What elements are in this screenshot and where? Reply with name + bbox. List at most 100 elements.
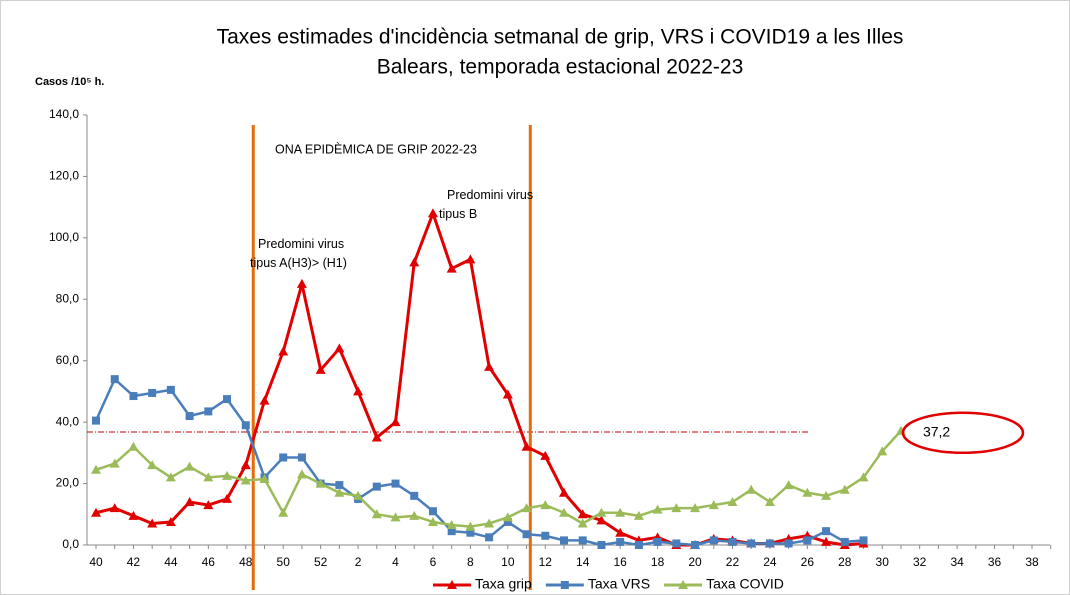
x-tick-label: 36: [988, 555, 1002, 569]
marker: [577, 509, 588, 519]
marker: [615, 527, 626, 537]
x-tick-label: 50: [277, 555, 291, 569]
annotation: ONA EPIDÈMICA DE GRIP 2022-23: [275, 141, 477, 156]
marker: [858, 472, 869, 482]
x-tick-label: 48: [239, 555, 253, 569]
marker: [334, 343, 345, 353]
marker: [690, 503, 701, 513]
marker: [596, 507, 607, 517]
marker: [109, 458, 120, 468]
marker: [727, 497, 738, 506]
marker: [240, 475, 251, 485]
marker: [371, 432, 382, 442]
marker: [672, 539, 681, 548]
chart-title: Taxes estimades d'incidència setmanal de…: [217, 26, 904, 49]
marker: [728, 537, 737, 546]
marker: [222, 493, 233, 503]
marker: [147, 518, 158, 528]
marker: [783, 480, 794, 490]
marker: [446, 520, 457, 530]
x-tick-label: 16: [613, 555, 627, 569]
marker: [522, 530, 531, 539]
marker: [91, 464, 101, 474]
marker: [839, 484, 850, 494]
marker: [578, 536, 587, 545]
marker: [485, 533, 494, 542]
y-tick-label: 0,0: [62, 537, 79, 551]
marker: [633, 510, 644, 520]
chart-title: Balears, temporada estacional 2022-23: [377, 56, 744, 79]
marker: [259, 473, 270, 483]
marker: [484, 518, 495, 528]
marker: [540, 450, 551, 460]
marker: [502, 512, 513, 522]
marker: [166, 385, 175, 394]
marker: [222, 470, 233, 480]
x-tick-label: 18: [651, 555, 665, 569]
x-tick-label: 40: [89, 555, 103, 569]
x-tick-label: 46: [202, 555, 216, 569]
marker: [822, 527, 831, 536]
highlight-ellipse: [901, 411, 1025, 454]
annotation: Predomini virus tipus B: [439, 188, 533, 221]
marker: [390, 417, 401, 427]
marker: [577, 518, 588, 528]
marker: [764, 497, 775, 506]
marker: [427, 208, 438, 218]
marker: [241, 421, 250, 430]
marker: [259, 395, 270, 405]
marker: [223, 395, 232, 404]
marker: [128, 510, 139, 520]
annotation-line: tipus A(H3)> (H1): [250, 256, 347, 270]
marker: [296, 469, 307, 479]
legend-label: Taxa COVID: [706, 576, 784, 592]
marker: [203, 500, 214, 510]
x-tick-label: 26: [801, 555, 815, 569]
y-axis-label: Casos /10⁵ h.: [35, 76, 104, 88]
x-tick-label: 4: [392, 555, 399, 569]
marker: [278, 346, 289, 356]
legend-label: Taxa grip: [475, 576, 532, 592]
marker: [877, 446, 888, 456]
marker: [409, 510, 420, 520]
marker: [466, 528, 475, 537]
marker: [278, 507, 289, 517]
y-tick-label: 80,0: [56, 291, 80, 305]
marker: [559, 507, 569, 517]
marker: [540, 500, 551, 510]
marker: [110, 375, 119, 384]
marker: [203, 472, 214, 482]
marker: [315, 364, 326, 374]
marker: [746, 484, 757, 494]
marker: [147, 460, 158, 470]
marker: [109, 503, 120, 513]
marker: [803, 536, 812, 545]
marker: [446, 263, 457, 273]
y-tick-label: 20,0: [56, 476, 80, 490]
marker: [560, 536, 568, 545]
marker: [447, 527, 456, 536]
legend-marker: [560, 581, 569, 589]
marker: [634, 541, 643, 549]
marker: [653, 537, 662, 546]
marker: [371, 509, 382, 519]
annotation-line: Predomini virus: [447, 188, 533, 202]
marker: [240, 460, 251, 470]
marker: [502, 389, 513, 399]
marker: [390, 512, 401, 522]
annotation-line: tipus B: [439, 207, 477, 221]
marker: [708, 500, 719, 510]
x-tick-label: 34: [950, 555, 964, 569]
marker: [409, 257, 420, 267]
marker: [465, 521, 476, 531]
annotation: Predomini virus tipus A(H3)> (H1): [250, 237, 347, 270]
marker: [671, 503, 682, 513]
marker: [185, 412, 194, 420]
marker: [165, 472, 176, 482]
x-tick-label: 12: [539, 555, 553, 569]
marker: [465, 254, 476, 264]
marker: [652, 504, 663, 514]
marker: [428, 507, 437, 516]
